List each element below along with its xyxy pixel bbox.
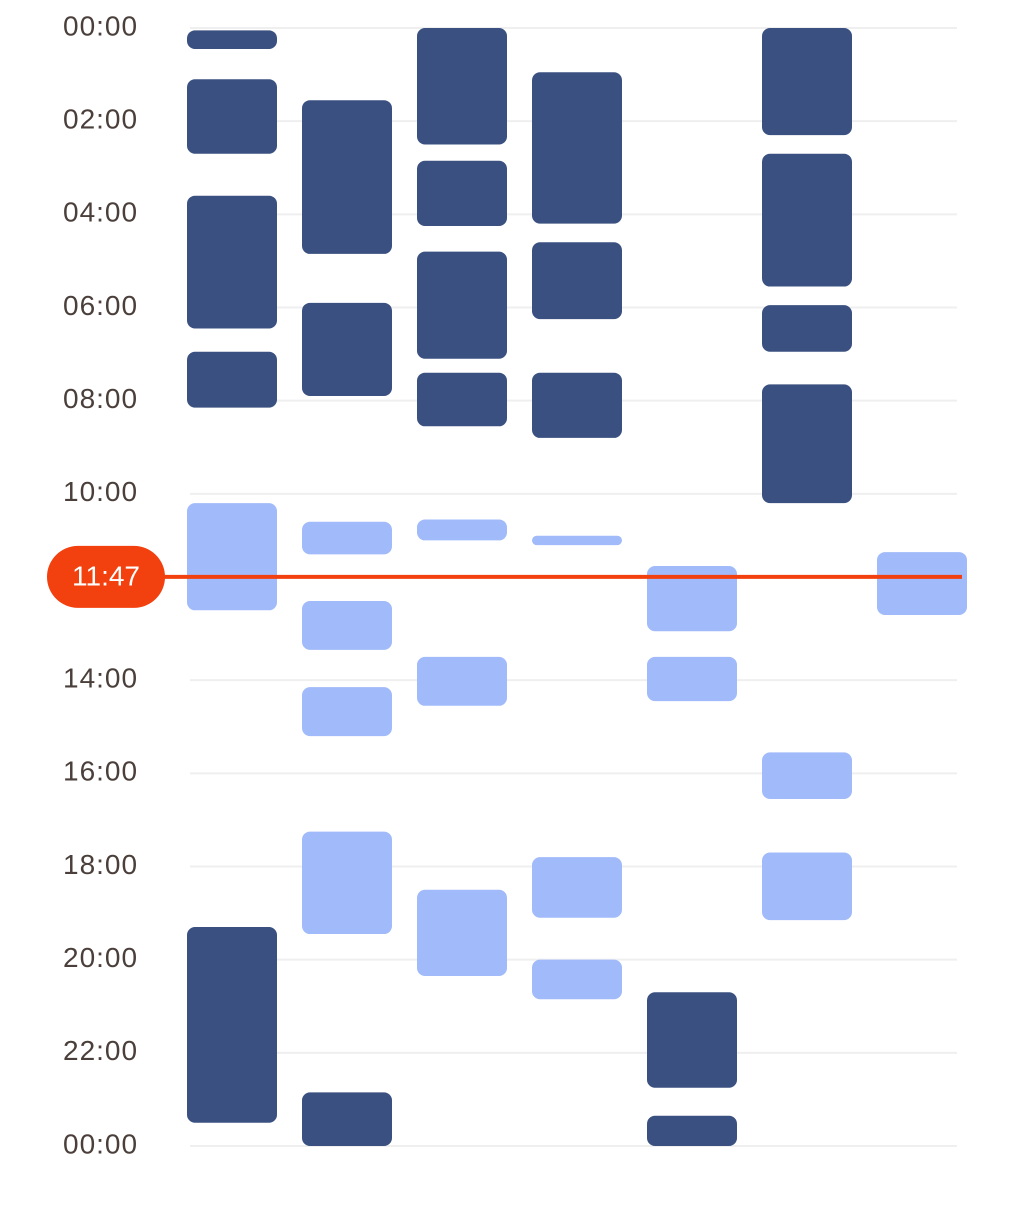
event-block	[532, 959, 622, 1000]
event-block	[302, 687, 392, 737]
event-block	[302, 100, 392, 254]
event-block	[302, 1092, 392, 1146]
event-block	[187, 79, 277, 154]
event-block	[762, 852, 852, 921]
event-block	[417, 889, 507, 976]
y-tick-label: 04:00	[63, 197, 138, 228]
event-block	[302, 831, 392, 935]
y-tick-label: 00:00	[63, 1128, 138, 1159]
y-tick-label: 20:00	[63, 942, 138, 973]
event-block	[417, 372, 507, 427]
event-block	[762, 153, 852, 287]
event-block	[532, 857, 622, 918]
y-tick-label: 08:00	[63, 383, 138, 414]
y-tick-label: 16:00	[63, 756, 138, 787]
event-block	[417, 28, 507, 145]
event-block	[647, 656, 737, 702]
event-block	[302, 521, 392, 555]
event-block	[762, 384, 852, 504]
event-block	[877, 552, 967, 615]
y-tick-label: 22:00	[63, 1035, 138, 1066]
event-block	[532, 535, 622, 546]
event-block	[762, 752, 852, 799]
event-block	[302, 600, 392, 650]
event-block	[417, 251, 507, 359]
event-block	[187, 195, 277, 329]
event-block	[532, 372, 622, 438]
event-block	[302, 302, 392, 397]
event-block	[647, 992, 737, 1088]
y-tick-label: 02:00	[63, 104, 138, 135]
event-block	[532, 242, 622, 320]
y-tick-label: 00:00	[63, 10, 138, 41]
event-block	[187, 927, 277, 1123]
event-block	[647, 1115, 737, 1146]
y-tick-label: 14:00	[63, 663, 138, 694]
event-block	[762, 28, 852, 136]
y-tick-label: 10:00	[63, 476, 138, 507]
event-block	[417, 656, 507, 706]
event-block	[417, 160, 507, 226]
current-time-label: 11:47	[72, 560, 140, 591]
event-block	[187, 351, 277, 408]
y-tick-label: 18:00	[63, 849, 138, 880]
y-tick-label: 06:00	[63, 290, 138, 321]
event-block	[762, 305, 852, 352]
event-block	[647, 566, 737, 632]
event-block	[532, 72, 622, 224]
current-time-pill	[47, 545, 165, 608]
event-block	[187, 30, 277, 49]
event-block	[187, 503, 277, 611]
event-block	[417, 519, 507, 541]
